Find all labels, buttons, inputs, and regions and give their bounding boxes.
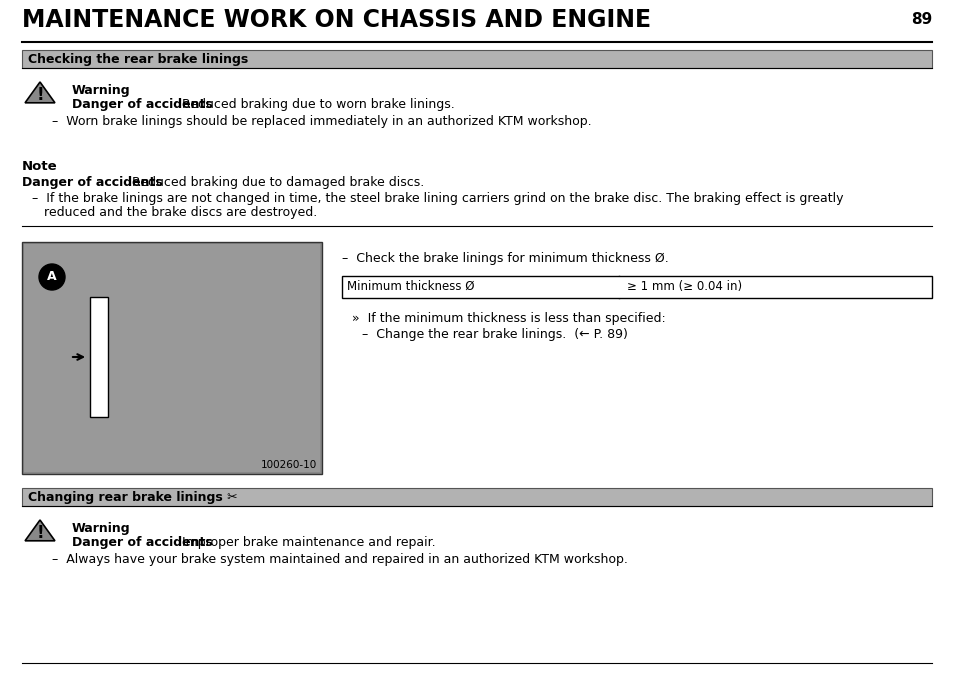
Bar (22, 488, 931, 506)
Circle shape (39, 264, 65, 290)
Text: 100260-10: 100260-10 (260, 460, 316, 470)
Text: Changing rear brake linings ✂: Changing rear brake linings ✂ (28, 491, 237, 504)
Text: Danger of accidents: Danger of accidents (71, 98, 213, 111)
Text: Warning: Warning (71, 84, 131, 97)
Text: !: ! (36, 86, 44, 104)
Text: –  Worn brake linings should be replaced immediately in an authorized KTM worksh: – Worn brake linings should be replaced … (52, 115, 591, 128)
Bar (22, 242, 322, 474)
Text: 89: 89 (910, 12, 931, 27)
Bar (24, 244, 319, 472)
Bar (22, 50, 931, 68)
Text: –  Always have your brake system maintained and repaired in an authorized KTM wo: – Always have your brake system maintain… (52, 553, 627, 566)
Text: –  If the brake linings are not changed in time, the steel brake lining carriers: – If the brake linings are not changed i… (32, 192, 842, 205)
Text: –  Check the brake linings for minimum thickness Ø.: – Check the brake linings for minimum th… (341, 252, 668, 265)
Text: reduced and the brake discs are destroyed.: reduced and the brake discs are destroye… (44, 206, 317, 219)
Text: Warning: Warning (71, 522, 131, 535)
Bar (90, 297, 108, 417)
Text: Minimum thickness Ø: Minimum thickness Ø (347, 280, 474, 293)
Text: »  If the minimum thickness is less than specified:: » If the minimum thickness is less than … (352, 312, 665, 325)
Text: Reduced braking due to damaged brake discs.: Reduced braking due to damaged brake dis… (124, 176, 424, 189)
Text: A: A (47, 271, 57, 284)
Text: Improper brake maintenance and repair.: Improper brake maintenance and repair. (173, 536, 436, 549)
Text: –  Change the rear brake linings.  (← P. 89): – Change the rear brake linings. (← P. 8… (361, 328, 627, 341)
Text: MAINTENANCE WORK ON CHASSIS AND ENGINE: MAINTENANCE WORK ON CHASSIS AND ENGINE (22, 8, 651, 32)
Polygon shape (25, 82, 55, 103)
Text: Note: Note (22, 160, 57, 173)
Text: Danger of accidents: Danger of accidents (22, 176, 163, 189)
Text: ≥ 1 mm (≥ 0.04 in): ≥ 1 mm (≥ 0.04 in) (626, 280, 741, 293)
Bar (341, 276, 931, 298)
Text: Reduced braking due to worn brake linings.: Reduced braking due to worn brake lining… (173, 98, 455, 111)
Polygon shape (25, 520, 55, 541)
Text: !: ! (36, 524, 44, 542)
Text: Checking the rear brake linings: Checking the rear brake linings (28, 53, 248, 66)
Text: Danger of accidents: Danger of accidents (71, 536, 213, 549)
